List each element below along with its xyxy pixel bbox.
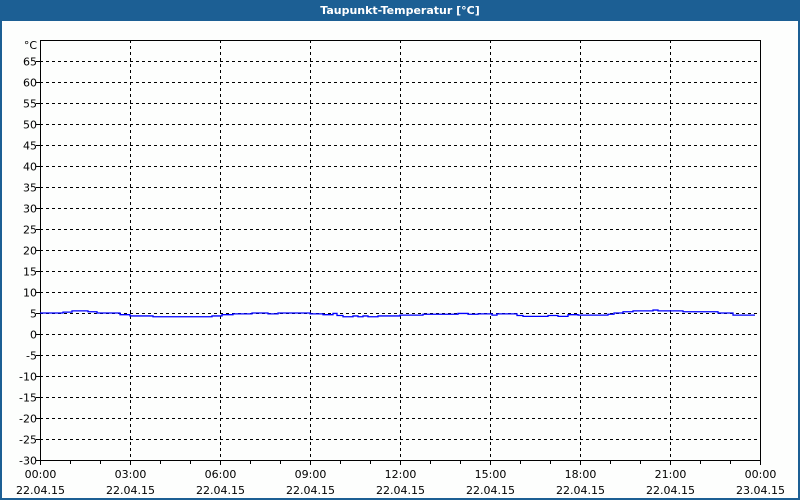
x-tick-time: 06:00 <box>205 468 237 481</box>
x-tick-time: 00:00 <box>25 468 57 481</box>
x-tick-date: 22.04.15 <box>106 484 155 497</box>
y-tick-label: 55 <box>23 98 37 111</box>
y-tick-label: 20 <box>23 245 37 258</box>
x-tick-time: 00:00 <box>745 468 777 481</box>
y-tick-label: 60 <box>23 77 37 90</box>
x-tick-time: 09:00 <box>295 468 327 481</box>
x-tick-time: 21:00 <box>655 468 687 481</box>
y-tick-label: 5 <box>30 308 37 321</box>
x-tick-time: 12:00 <box>385 468 417 481</box>
y-tick-label: -15 <box>19 392 37 405</box>
y-tick-label: 40 <box>23 161 37 174</box>
x-tick-date: 22.04.15 <box>556 484 605 497</box>
y-tick-label: 50 <box>23 119 37 132</box>
x-tick-time: 18:00 <box>565 468 597 481</box>
y-axis-unit: °C <box>24 39 38 52</box>
y-tick-label: -20 <box>19 413 37 426</box>
y-tick-label: -30 <box>19 455 37 468</box>
x-tick-date: 22.04.15 <box>376 484 425 497</box>
plot-frame <box>40 40 761 461</box>
x-tick-time: 15:00 <box>475 468 507 481</box>
y-tick-label: 15 <box>23 266 37 279</box>
x-tick-date: 23.04.15 <box>736 484 785 497</box>
y-tick-label: -5 <box>26 350 37 363</box>
y-tick-label: 35 <box>23 182 37 195</box>
y-tick-label: 65 <box>23 56 37 69</box>
x-tick-date: 22.04.15 <box>466 484 515 497</box>
window-title: Taupunkt-Temperatur [°C] <box>2 0 798 21</box>
y-tick-label: 0 <box>30 329 37 342</box>
x-tick-date: 22.04.15 <box>646 484 695 497</box>
y-tick-label: -10 <box>19 371 37 384</box>
y-tick-label: 25 <box>23 224 37 237</box>
x-tick-date: 22.04.15 <box>196 484 245 497</box>
x-tick-date: 22.04.15 <box>16 484 65 497</box>
dewpoint-series-line <box>40 309 755 318</box>
y-tick-label: 45 <box>23 140 37 153</box>
x-tick-time: 03:00 <box>115 468 147 481</box>
y-tick-label: 30 <box>23 203 37 216</box>
y-tick-label: 10 <box>23 287 37 300</box>
y-tick-label: -25 <box>19 434 37 447</box>
x-tick-date: 22.04.15 <box>286 484 335 497</box>
